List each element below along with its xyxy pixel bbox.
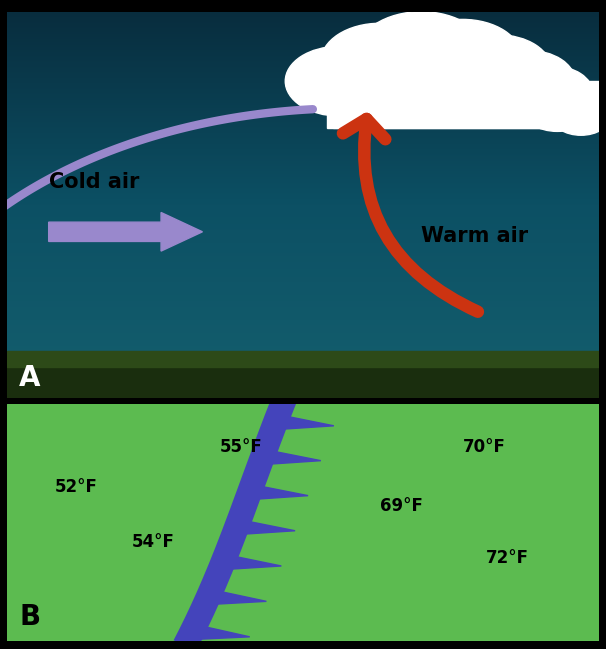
Text: 55°F: 55°F [220,438,263,456]
Text: Warm air: Warm air [421,226,528,246]
Bar [7,360,599,398]
FancyArrow shape [48,212,202,251]
Circle shape [285,47,391,116]
Bar [327,81,599,127]
Circle shape [445,35,551,104]
Circle shape [481,51,575,112]
Polygon shape [247,485,308,500]
Circle shape [439,58,534,120]
Circle shape [356,12,487,97]
Text: 72°F: 72°F [487,549,530,567]
Text: 52°F: 52°F [55,478,98,496]
Circle shape [404,19,522,97]
Circle shape [481,73,563,127]
Text: 54°F: 54°F [132,533,175,551]
Circle shape [551,97,606,135]
Circle shape [391,47,498,116]
Circle shape [510,66,593,120]
Polygon shape [188,624,250,640]
Bar [7,352,599,367]
Polygon shape [220,555,281,570]
Text: Cold air: Cold air [48,171,139,191]
Circle shape [350,50,457,120]
Circle shape [315,62,410,124]
Text: B: B [19,603,40,631]
Polygon shape [234,520,295,535]
Polygon shape [273,415,334,430]
Text: A: A [19,364,41,392]
Circle shape [321,23,439,101]
Bar [333,108,593,127]
Text: 69°F: 69°F [380,497,423,515]
Text: 70°F: 70°F [463,438,505,456]
Polygon shape [259,450,321,465]
Polygon shape [205,590,267,605]
Circle shape [522,85,593,131]
